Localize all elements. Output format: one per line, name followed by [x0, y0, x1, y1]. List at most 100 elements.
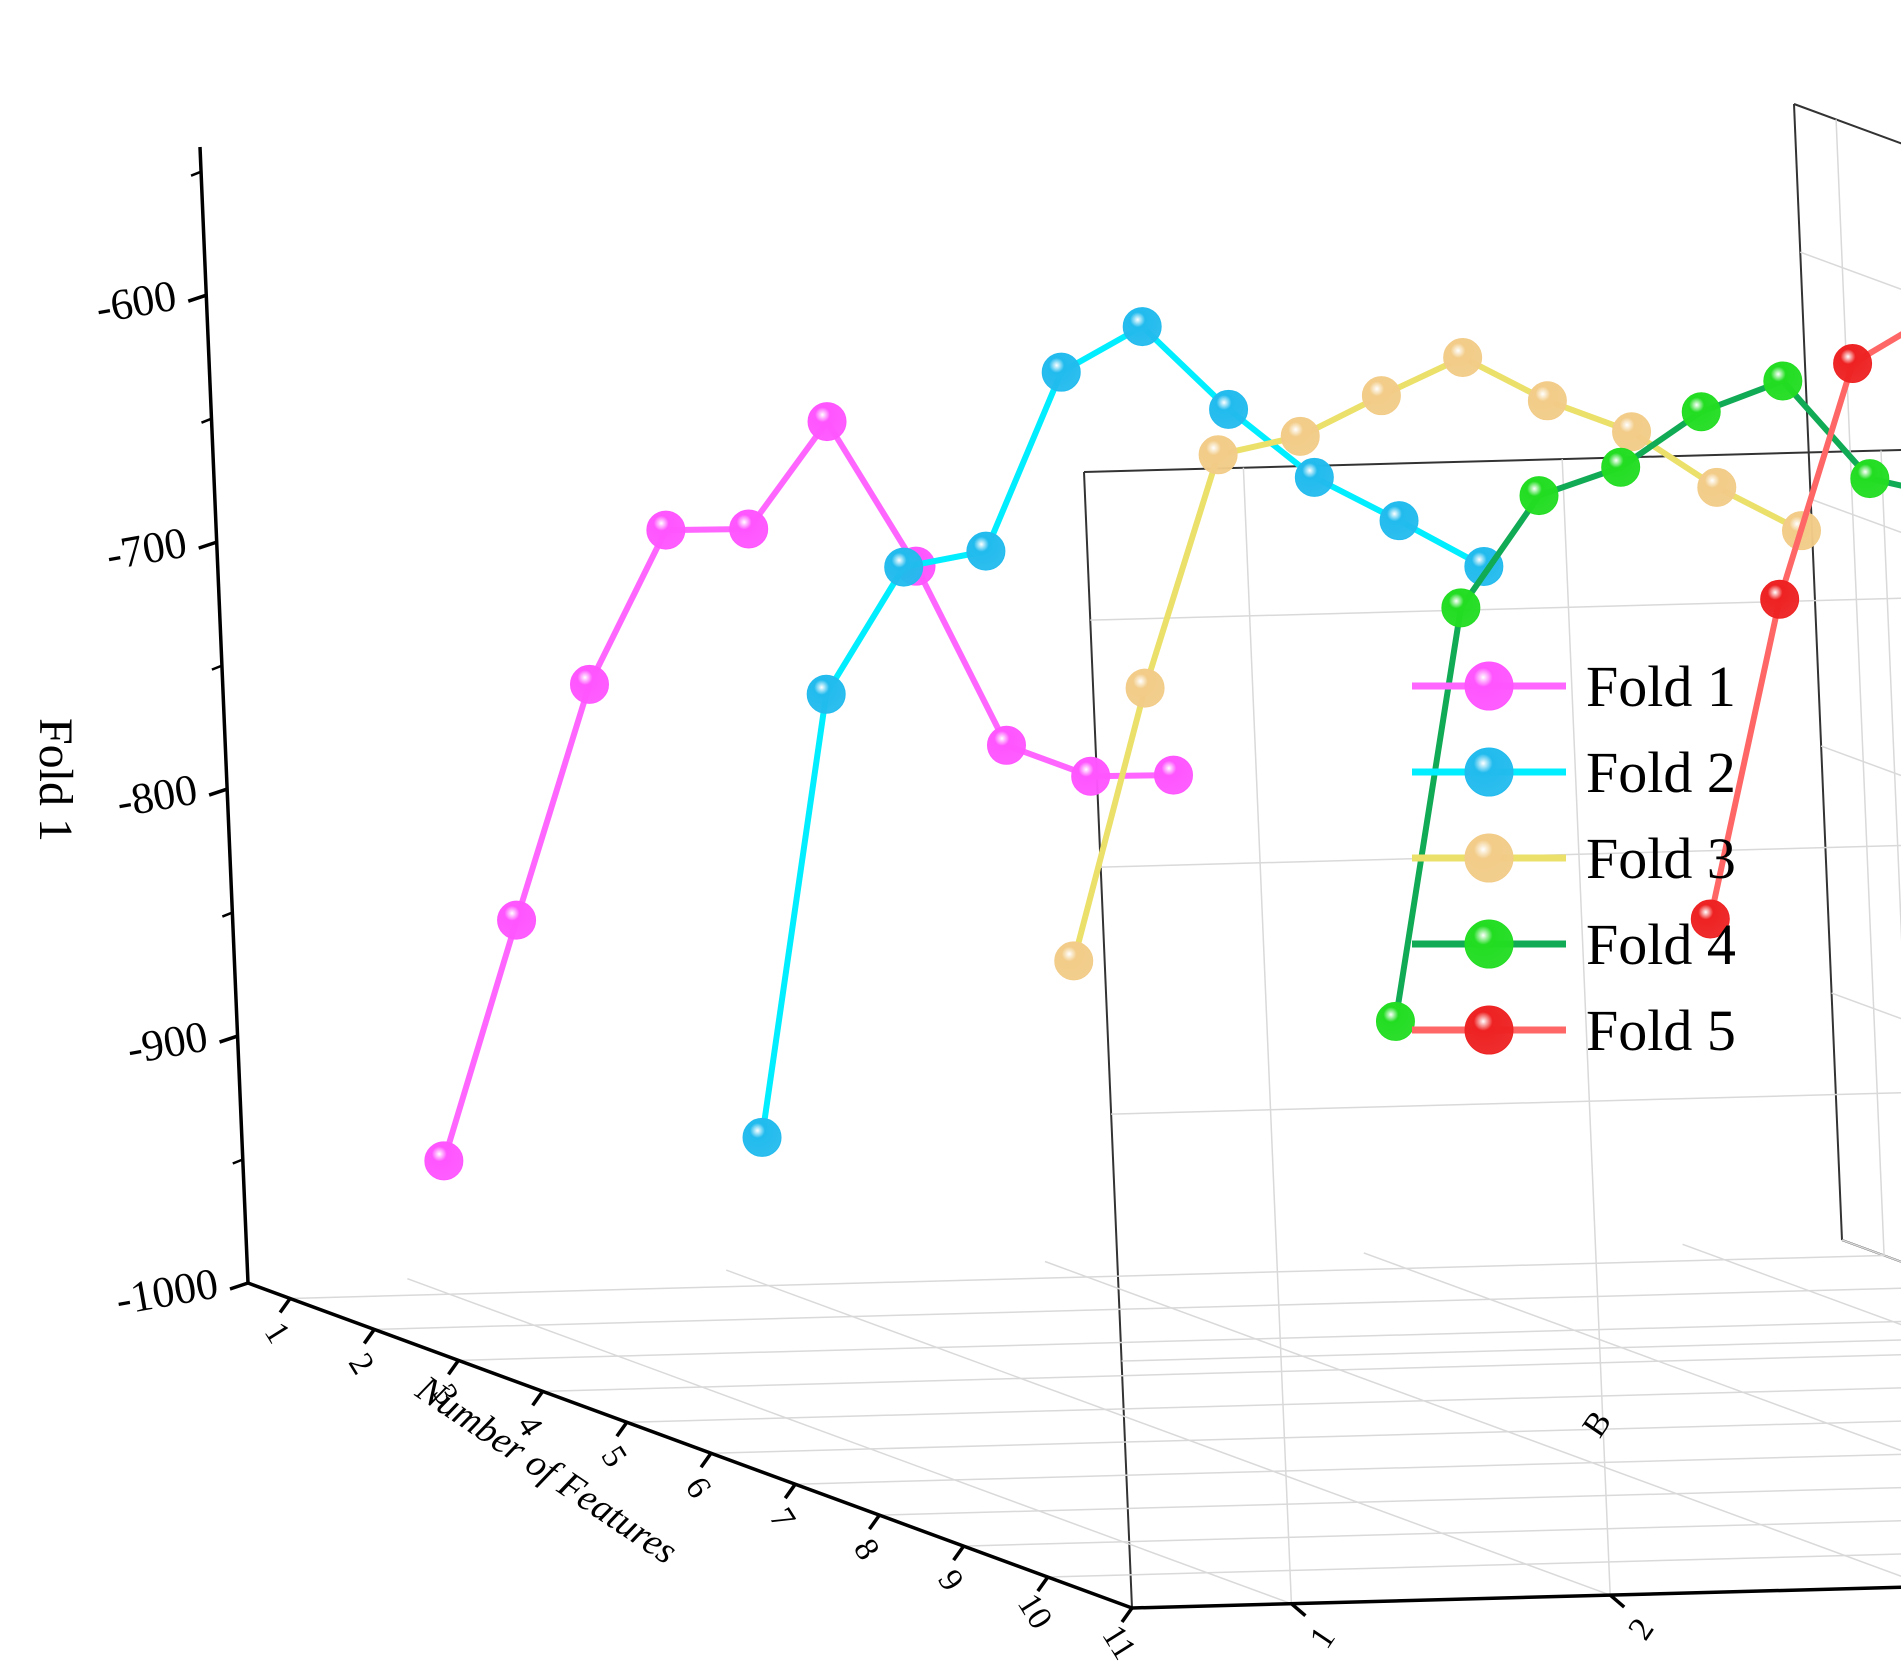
- series-line: [759, 323, 1486, 1138]
- legend-item: Fold 2: [1412, 740, 1736, 805]
- back-side-edge: [1793, 103, 1843, 1241]
- z-tick: [187, 293, 207, 303]
- chart-series: [424, 307, 1901, 1181]
- data-point: [1697, 467, 1737, 507]
- series-line: [1070, 354, 1803, 962]
- data-point: [1054, 941, 1094, 981]
- back-wall-gridline: [1831, 992, 1901, 1020]
- y-axis-line: [1131, 1585, 1901, 1610]
- z-tick-label: -1000: [112, 1259, 222, 1325]
- data-point: [569, 664, 609, 704]
- floor-gridline: [725, 1269, 1611, 1596]
- y-tick-label: 2: [1621, 1612, 1661, 1647]
- data-point: [729, 509, 769, 549]
- legend-label: Fold 5: [1586, 998, 1736, 1063]
- z-tick-label: -900: [123, 1012, 211, 1074]
- data-point: [807, 402, 847, 442]
- legend-marker: [1464, 661, 1514, 711]
- floor-gridline: [711, 1420, 1901, 1454]
- floor-gridline: [1044, 1260, 1901, 1578]
- data-point: [1209, 389, 1249, 429]
- legend-marker: [1464, 919, 1514, 969]
- z-axis-label: Fold 1: [29, 718, 82, 842]
- data-point: [1071, 756, 1111, 796]
- data-point: [1612, 412, 1652, 452]
- y-tick: [1290, 1602, 1307, 1618]
- legend-marker: [1464, 833, 1514, 883]
- series-line: [1392, 377, 1901, 1022]
- data-point: [1763, 361, 1803, 401]
- floor-gridline: [1363, 1252, 1901, 1452]
- x-tick: [1120, 1606, 1134, 1624]
- floor-gridline: [458, 1320, 1901, 1362]
- x-tick-label: 7: [762, 1502, 802, 1536]
- data-point: [966, 531, 1006, 571]
- x-tick-label: 6: [678, 1471, 718, 1505]
- z-tick-label: -800: [113, 765, 201, 827]
- series-line: [440, 418, 1174, 1162]
- z-minor-tick: [190, 170, 202, 177]
- data-point: [1601, 447, 1641, 487]
- z-minor-tick: [221, 911, 233, 918]
- floor-gridline: [542, 1353, 1901, 1393]
- x-tick-label: 5: [594, 1440, 634, 1474]
- side-wall-gridline: [1242, 467, 1293, 1604]
- series-3: [1054, 337, 1822, 981]
- data-point: [1041, 352, 1081, 392]
- z-axis-line: [198, 146, 250, 1284]
- data-point: [646, 510, 686, 550]
- data-point: [1690, 899, 1730, 939]
- x-tick: [1036, 1576, 1050, 1593]
- z-minor-tick: [201, 417, 212, 424]
- series-2: [742, 307, 1504, 1157]
- data-point: [1198, 435, 1238, 475]
- data-point: [1833, 343, 1873, 383]
- x-tick: [952, 1545, 966, 1562]
- legend-item: Fold 1: [1412, 654, 1736, 719]
- data-point: [1441, 588, 1481, 628]
- side-wall-gridline: [1561, 459, 1611, 1596]
- side-wall-gridline: [1880, 450, 1901, 942]
- data-point: [986, 725, 1026, 765]
- x-tick: [278, 1297, 292, 1314]
- legend-item: Fold 4: [1412, 912, 1736, 977]
- series-5: [1690, 331, 1901, 939]
- z-minor-tick: [232, 1158, 244, 1165]
- x-tick-label: 11: [1095, 1619, 1144, 1664]
- z-minor-tick: [211, 664, 223, 671]
- floor-gridline: [795, 1453, 1901, 1485]
- y-tick-label: 1: [1303, 1620, 1343, 1655]
- x-tick: [699, 1452, 713, 1469]
- x-tick: [868, 1514, 881, 1531]
- x-tick: [531, 1390, 545, 1407]
- floor-gridline: [374, 1287, 1901, 1331]
- x-tick: [783, 1483, 797, 1500]
- floor-gridline: [1682, 1243, 1901, 1326]
- data-point: [424, 1141, 464, 1181]
- y-axis-label: B: [1576, 1404, 1619, 1443]
- x-tick: [447, 1359, 460, 1376]
- data-point: [1681, 392, 1721, 432]
- x-axis-line: [247, 1281, 1133, 1610]
- x-tick: [615, 1421, 629, 1438]
- z-tick: [219, 1034, 239, 1044]
- back-wall-gridline: [1835, 119, 1885, 1256]
- x-tick: [362, 1328, 376, 1345]
- chart-grid: [290, 119, 1901, 1609]
- data-point: [884, 547, 924, 587]
- legend-label: Fold 4: [1586, 912, 1736, 977]
- data-point: [1361, 376, 1401, 416]
- side-wall-gridline: [1100, 844, 1901, 868]
- x-tick-label: 2: [341, 1347, 381, 1381]
- data-point: [1527, 381, 1567, 421]
- z-tick: [208, 787, 228, 797]
- data-point: [1125, 668, 1165, 708]
- z-tick-label: -700: [102, 518, 190, 580]
- data-point: [1850, 459, 1890, 499]
- x-axis-label: Number of Features: [408, 1367, 685, 1573]
- back-side-edge: [1083, 471, 1133, 1609]
- side-wall-gridline: [1090, 597, 1901, 621]
- legend-item: Fold 3: [1412, 826, 1736, 891]
- legend-marker: [1464, 1005, 1514, 1055]
